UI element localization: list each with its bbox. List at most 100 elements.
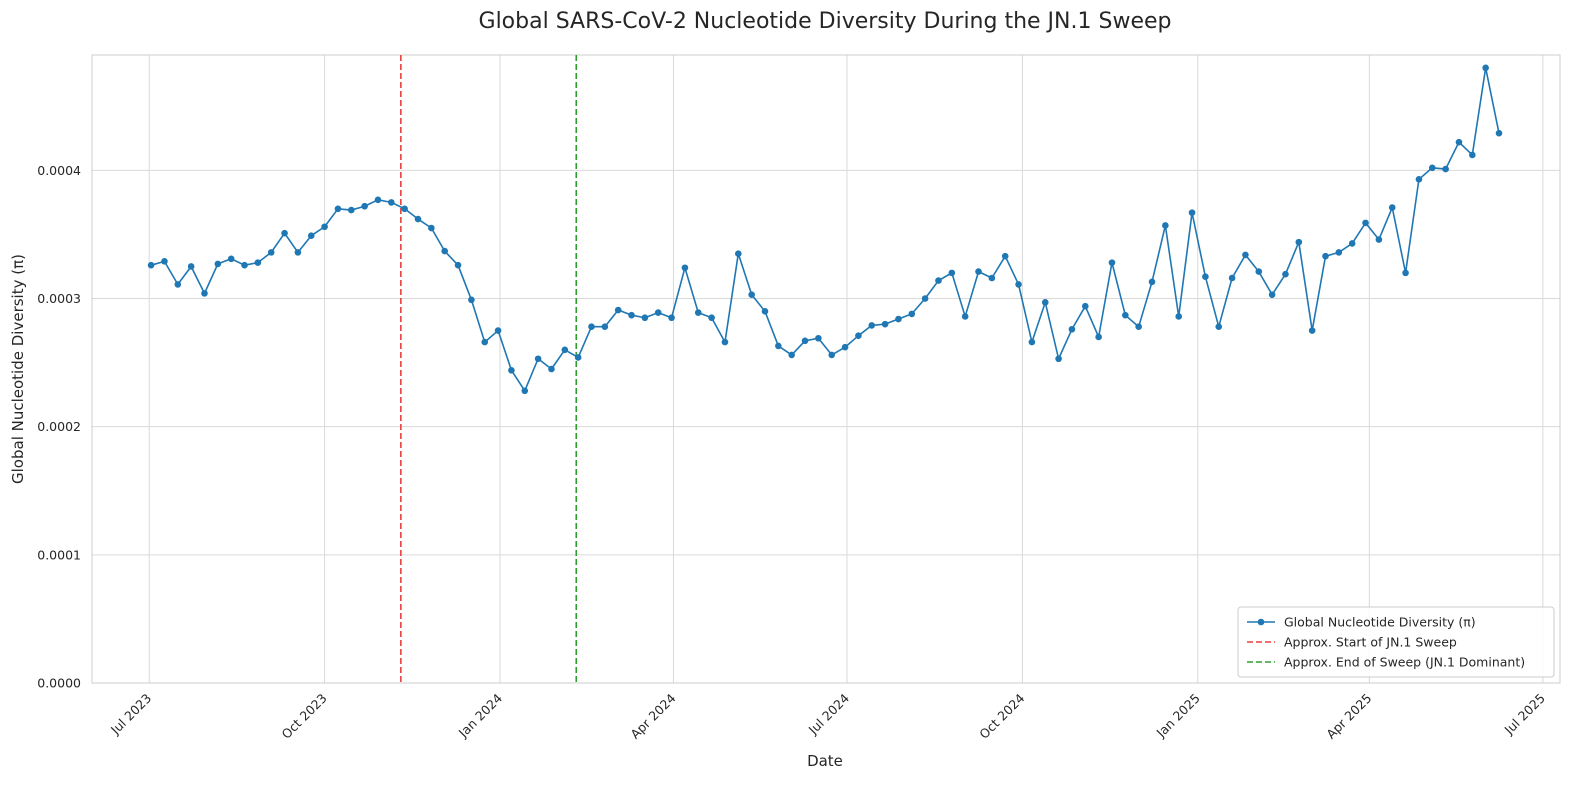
data-point — [401, 205, 408, 213]
data-point — [428, 224, 435, 232]
data-point — [588, 323, 595, 331]
x-axis-label: Date — [807, 752, 843, 770]
data-point — [828, 351, 836, 359]
data-point — [161, 258, 168, 265]
data-point — [1255, 268, 1263, 275]
data-point — [1482, 64, 1489, 72]
data-point — [414, 215, 422, 223]
data-point — [895, 315, 902, 323]
data-point — [614, 306, 622, 314]
data-point — [374, 196, 382, 204]
data-point — [1455, 138, 1463, 146]
data-point — [521, 387, 529, 395]
data-point — [1175, 313, 1183, 320]
data-point — [868, 322, 876, 329]
data-point — [735, 250, 742, 257]
y-axis-ticks: 0.0000 0.0001 0.0002 0.0003 0.0004 — [37, 163, 81, 691]
data-point — [1001, 252, 1009, 260]
data-point — [1308, 327, 1316, 334]
data-point — [1375, 236, 1383, 243]
data-point — [708, 314, 715, 322]
data-point — [1108, 259, 1116, 266]
x-tick-label: Oct 2024 — [976, 690, 1027, 741]
data-point — [1295, 238, 1303, 246]
series-line — [150, 67, 1500, 392]
data-point — [988, 274, 996, 282]
data-point — [174, 281, 182, 288]
data-point — [1469, 151, 1476, 159]
data-point — [641, 314, 649, 322]
data-point — [254, 259, 262, 266]
data-point — [267, 249, 275, 256]
series-layer — [147, 64, 1503, 395]
data-point — [1135, 323, 1142, 331]
legend-marker — [1257, 618, 1265, 626]
data-point — [921, 295, 929, 302]
data-point — [775, 342, 782, 350]
data-point — [815, 334, 822, 342]
data-point — [761, 308, 769, 315]
y-tick-label: 0.0003 — [37, 291, 81, 306]
data-point — [147, 261, 155, 269]
y-axis-label: Global Nucleotide Diversity (π) — [9, 254, 27, 484]
data-point — [468, 296, 475, 304]
data-point — [881, 320, 889, 328]
data-point — [1148, 278, 1156, 286]
data-point — [1122, 311, 1129, 319]
data-point — [908, 310, 916, 318]
x-tick-label: Apr 2025 — [1323, 691, 1374, 742]
data-point — [201, 290, 208, 297]
data-point — [241, 261, 248, 269]
data-point — [561, 346, 569, 354]
data-point — [534, 355, 542, 363]
data-point — [574, 354, 582, 361]
data-point — [694, 309, 702, 316]
x-tick-label: Jul 2025 — [1501, 691, 1548, 738]
legend: Global Nucleotide Diversity (π) Approx. S… — [1237, 606, 1555, 678]
x-tick-label: Apr 2024 — [627, 690, 678, 741]
grid — [92, 55, 1560, 684]
data-point — [214, 260, 222, 268]
data-point — [1202, 273, 1209, 281]
data-point — [361, 202, 368, 210]
data-point — [628, 311, 635, 319]
data-point — [1081, 302, 1089, 310]
data-point — [1415, 176, 1423, 183]
data-point — [454, 261, 462, 269]
data-point — [721, 338, 729, 346]
data-point — [1242, 251, 1249, 259]
data-point — [1068, 325, 1076, 333]
data-point — [1335, 249, 1343, 256]
y-tick-label: 0.0000 — [37, 676, 81, 691]
data-point — [388, 199, 395, 206]
chart-title: Global SARS-CoV-2 Nucleotide Diversity D… — [479, 9, 1172, 34]
data-point — [294, 249, 302, 256]
data-point — [935, 277, 942, 284]
data-point — [961, 313, 969, 320]
data-point — [307, 232, 315, 240]
data-point — [281, 229, 288, 237]
data-point — [948, 269, 956, 277]
data-point — [1428, 164, 1436, 172]
data-point — [681, 264, 689, 272]
data-point — [1268, 291, 1276, 298]
data-point — [855, 332, 862, 339]
data-point — [1402, 269, 1409, 277]
x-tick-label: Jul 2023 — [107, 691, 154, 738]
data-point — [441, 247, 449, 255]
data-point — [1028, 338, 1036, 346]
data-point — [1495, 129, 1503, 137]
y-tick-label: 0.0002 — [37, 419, 81, 434]
data-point — [1041, 299, 1049, 306]
x-tick-label: Jul 2024 — [805, 690, 852, 737]
data-point — [1442, 165, 1449, 173]
data-point — [321, 223, 328, 231]
legend-entry: Global Nucleotide Diversity (π) — [1284, 615, 1476, 630]
data-point — [1188, 209, 1196, 216]
data-point — [1362, 219, 1369, 227]
data-point — [788, 351, 795, 359]
data-point — [1322, 252, 1329, 260]
data-point — [494, 327, 502, 334]
data-point — [227, 255, 235, 263]
